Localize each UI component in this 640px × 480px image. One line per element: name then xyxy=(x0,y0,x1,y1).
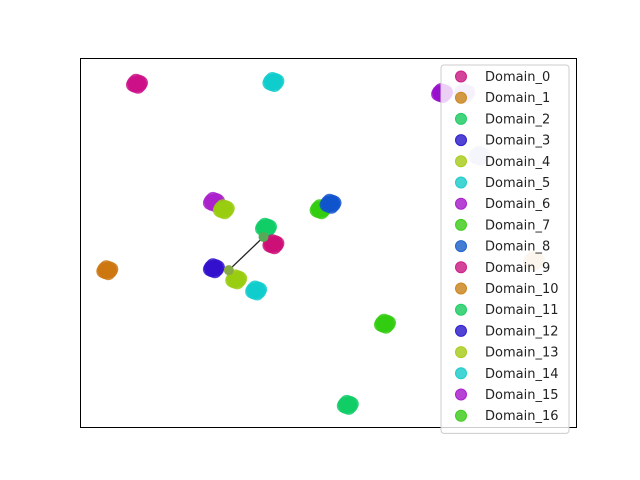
legend-marker-domain_5 xyxy=(455,176,467,189)
legend-label-domain_13: Domain_13 xyxy=(485,346,559,361)
cluster-16 xyxy=(336,394,359,415)
legend-marker-domain_1 xyxy=(455,91,467,104)
legend-marker-domain_8 xyxy=(455,240,467,253)
cluster-12 xyxy=(202,258,225,279)
legend-label-domain_5: Domain_5 xyxy=(485,176,550,191)
legend-marker-domain_15 xyxy=(455,388,467,401)
cluster-10-point-8 xyxy=(262,238,277,253)
cluster-16-point-8 xyxy=(336,398,351,413)
legend-label-domain_1: Domain_1 xyxy=(485,91,550,106)
legend-marker-domain_14 xyxy=(455,367,467,380)
legend-marker-domain_16 xyxy=(455,409,467,422)
legend-label-domain_10: Domain_10 xyxy=(485,282,559,297)
cluster-6 xyxy=(212,199,235,220)
legend-box xyxy=(440,64,570,434)
cluster-0 xyxy=(126,73,148,94)
legend-label-domain_14: Domain_14 xyxy=(485,367,559,382)
cluster-12-point-8 xyxy=(202,262,217,277)
cluster-8-point-8 xyxy=(319,197,334,212)
cluster-11 xyxy=(96,260,119,281)
legend-label-domain_11: Domain_11 xyxy=(485,303,559,318)
legend-marker-domain_2 xyxy=(455,112,467,125)
legend-label-domain_3: Domain_3 xyxy=(485,134,550,149)
cluster-9-point-8 xyxy=(255,221,269,236)
legend-label-domain_8: Domain_8 xyxy=(485,240,550,255)
legend-label-domain_4: Domain_4 xyxy=(485,155,550,170)
cluster-6-point-8 xyxy=(212,203,227,218)
legend-label-domain_16: Domain_16 xyxy=(485,409,559,424)
cluster-11-point-8 xyxy=(96,264,111,279)
cluster-9 xyxy=(255,217,277,238)
legend-marker-domain_6 xyxy=(455,197,467,210)
cluster-15-point-8 xyxy=(374,317,388,332)
legend-label-domain_0: Domain_0 xyxy=(485,70,550,85)
connector-line-group xyxy=(223,231,269,276)
legend-label-domain_9: Domain_9 xyxy=(485,261,550,276)
legend-label-domain_12: Domain_12 xyxy=(485,324,559,339)
cluster-markers xyxy=(96,72,545,415)
connector-start-marker xyxy=(223,265,234,276)
legend-marker-domain_10 xyxy=(455,282,467,295)
legend-label-domain_6: Domain_6 xyxy=(485,197,550,212)
legend-marker-domain_9 xyxy=(455,261,467,274)
connector-line xyxy=(228,236,264,271)
legend-marker-domain_4 xyxy=(455,155,467,168)
legend-marker-domain_12 xyxy=(455,324,467,337)
cluster-5-point-8 xyxy=(202,195,217,210)
cluster-8 xyxy=(319,193,342,214)
cluster-15 xyxy=(374,313,396,334)
legend-marker-domain_3 xyxy=(455,134,467,147)
cluster-13-point-8 xyxy=(225,273,240,288)
cluster-14-point-8 xyxy=(245,284,260,299)
cluster-1-point-8 xyxy=(262,76,277,90)
legend-marker-domain_0 xyxy=(455,70,467,83)
legend-marker-domain_13 xyxy=(455,346,467,359)
legend-marker-domain_11 xyxy=(455,303,467,316)
cluster-1 xyxy=(262,72,285,92)
legend-marker-domain_7 xyxy=(455,218,467,231)
cluster-10 xyxy=(262,234,285,255)
cluster-14 xyxy=(245,280,268,301)
plot-frame xyxy=(80,58,577,428)
legend-label-domain_7: Domain_7 xyxy=(485,218,550,233)
legend-label-domain_15: Domain_15 xyxy=(485,388,559,403)
legend: Domain_0 Domain_1 Domain_2 Domain_3 Domain_4… xyxy=(440,64,570,434)
connector-end-marker xyxy=(258,231,269,242)
legend-label-domain_2: Domain_2 xyxy=(485,112,550,127)
cluster-0-point-8 xyxy=(126,77,140,92)
